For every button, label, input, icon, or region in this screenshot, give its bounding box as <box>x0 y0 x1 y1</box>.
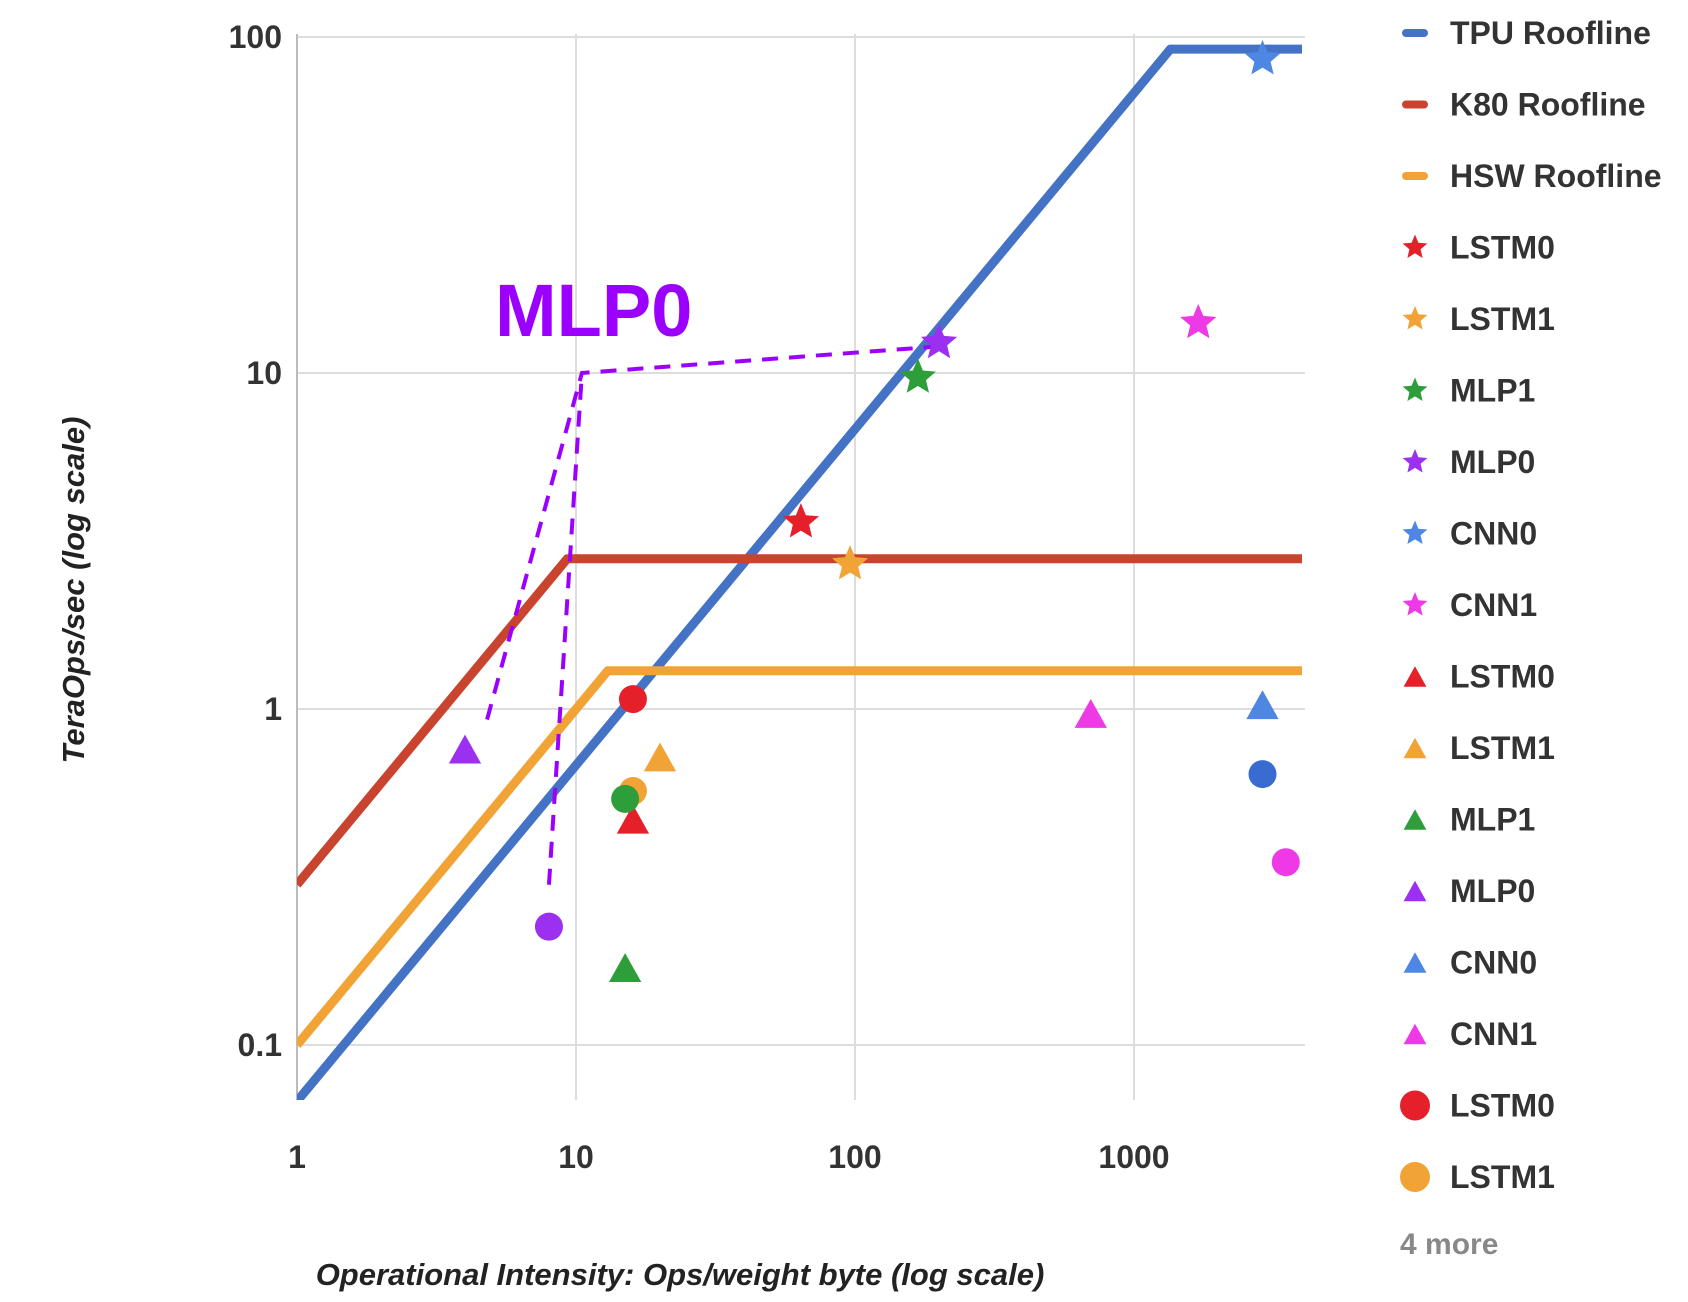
annotation-connector <box>485 344 940 721</box>
point-lstm0-triangle <box>616 804 650 834</box>
point-lstm1-star <box>832 545 869 580</box>
point-lstm0-star <box>782 503 819 538</box>
point-mlp1-circle <box>611 784 640 813</box>
legend-marker-line <box>1402 29 1428 37</box>
y-tick-label: 0.1 <box>238 1027 282 1063</box>
legend-label: LSTM1 <box>1450 1159 1555 1195</box>
roofline-lines <box>297 44 1302 1100</box>
legend-item: HSW Roofline <box>1402 158 1662 194</box>
legend-marker-line <box>1402 100 1428 109</box>
y-axis-title: TeraOps/sec (log scale) <box>56 417 91 764</box>
point-lstm1-triangle <box>643 742 677 772</box>
mlp0-annotation: MLP0 <box>485 269 940 885</box>
legend-item: LSTM1 <box>1403 730 1555 766</box>
legend-label: LSTM1 <box>1450 730 1555 766</box>
legend-label: LSTM0 <box>1450 230 1555 266</box>
legend-item: LSTM1 <box>1402 301 1555 337</box>
legend-marker-star <box>1402 306 1428 330</box>
legend-item: LSTM1 <box>1400 1159 1555 1195</box>
legend-item: LSTM0 <box>1400 1088 1555 1124</box>
y-tick-label: 10 <box>246 355 282 391</box>
legend-marker-star <box>1402 377 1428 401</box>
y-tick-label: 1 <box>264 691 282 727</box>
legend-item: MLP1 <box>1403 802 1535 838</box>
legend-label: CNN1 <box>1450 587 1537 623</box>
legend-label: CNN0 <box>1450 945 1537 981</box>
legend-marker-circle <box>1400 1090 1430 1121</box>
data-points <box>448 40 1300 983</box>
legend-item: CNN1 <box>1403 1016 1537 1052</box>
legend-label: MLP0 <box>1450 444 1535 480</box>
legend-marker-star <box>1402 520 1428 544</box>
x-tick-label: 100 <box>828 1139 881 1175</box>
legend-item: CNN0 <box>1402 516 1537 552</box>
legend-item: LSTM0 <box>1402 230 1555 266</box>
legend-marker-triangle <box>1403 880 1427 902</box>
legend-label: LSTM0 <box>1450 659 1555 695</box>
legend-item: CNN1 <box>1402 587 1537 623</box>
annotation-connector <box>546 372 584 885</box>
legend-label: LSTM1 <box>1450 301 1555 337</box>
point-mlp0-triangle <box>448 734 482 764</box>
legend-marker-star <box>1402 234 1428 258</box>
point-cnn0-triangle <box>1246 690 1279 720</box>
point-cnn1-triangle <box>1074 698 1107 728</box>
annotation-label: MLP0 <box>495 269 692 352</box>
legend-label: CNN1 <box>1450 1016 1537 1052</box>
legend-item: MLP0 <box>1403 873 1535 909</box>
legend-marker-line <box>1402 172 1428 180</box>
legend-item: CNN0 <box>1403 945 1537 981</box>
y-tick-label: 100 <box>229 19 282 55</box>
legend-marker-triangle <box>1403 666 1427 687</box>
legend-marker-triangle <box>1403 809 1427 830</box>
legend-item: TPU Roofline <box>1402 15 1651 51</box>
legend-label: LSTM0 <box>1450 1088 1555 1124</box>
legend-marker-triangle <box>1403 1023 1427 1045</box>
point-cnn0-circle <box>1248 760 1277 789</box>
legend-label: K80 Roofline <box>1450 87 1646 123</box>
x-tick-label: 1 <box>288 1139 306 1175</box>
legend-item: K80 Roofline <box>1402 87 1646 123</box>
point-cnn1-star <box>1180 303 1217 339</box>
point-mlp0-star <box>920 323 958 359</box>
legend-marker-triangle <box>1403 952 1427 973</box>
legend-marker-star <box>1402 592 1428 616</box>
legend-label: MLP1 <box>1450 373 1535 409</box>
roofline-tpu <box>297 44 1302 1100</box>
legend-label: MLP1 <box>1450 802 1535 838</box>
legend-label: MLP0 <box>1450 873 1535 909</box>
legend-label: TPU Roofline <box>1450 15 1651 51</box>
x-tick-label: 1000 <box>1098 1139 1169 1175</box>
legend-label: CNN0 <box>1450 516 1537 552</box>
legend-marker-circle <box>1400 1162 1430 1192</box>
roofline-hsw <box>297 666 1302 1048</box>
x-tick-label: 10 <box>558 1139 594 1175</box>
axis-ticks: 1 10 100 1000 0.1 1 10 100 <box>229 19 1170 1175</box>
legend-more-link[interactable]: 4 more <box>1400 1228 1498 1261</box>
point-cnn0-star <box>1244 40 1281 75</box>
legend-item: MLP0 <box>1402 444 1535 480</box>
grid <box>296 34 1305 1100</box>
point-mlp0-circle <box>534 912 563 941</box>
point-lstm0-circle <box>618 685 647 714</box>
point-mlp1-triangle <box>608 953 642 983</box>
point-mlp1-star <box>899 358 936 393</box>
roofline-k80 <box>297 554 1302 888</box>
legend-label: HSW Roofline <box>1450 158 1662 194</box>
legend-marker-star <box>1402 449 1428 473</box>
x-axis-title: Operational Intensity: Ops/weight byte (… <box>316 1257 1045 1292</box>
legend-item: MLP1 <box>1402 373 1535 409</box>
point-cnn1-circle <box>1271 848 1300 877</box>
legend-marker-triangle <box>1403 737 1427 759</box>
legend: TPU Roofline K80 Roofline HSW Roofline LSTM… <box>1400 15 1662 1195</box>
legend-item: LSTM0 <box>1403 659 1555 695</box>
